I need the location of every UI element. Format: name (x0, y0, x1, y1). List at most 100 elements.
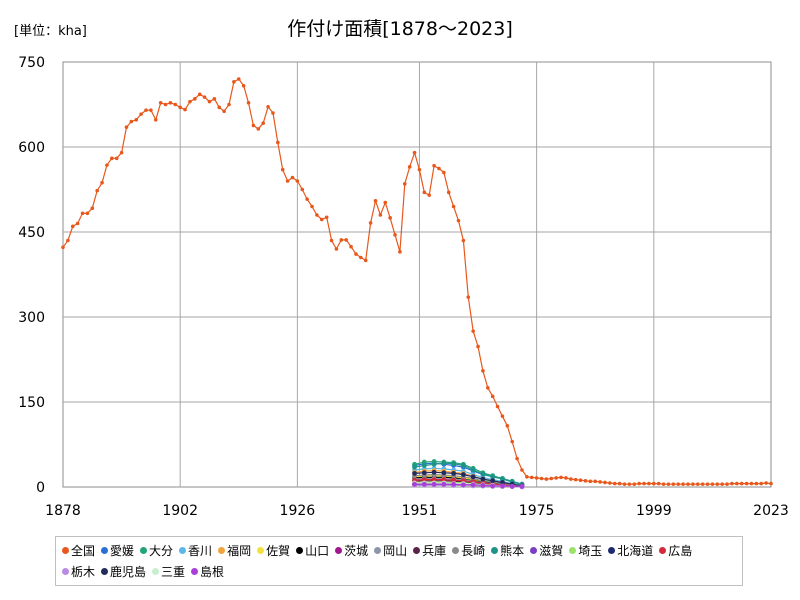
data-point (466, 295, 471, 299)
legend-marker (191, 568, 199, 575)
data-point (402, 182, 407, 186)
y-tick-label: 150 (18, 395, 45, 411)
legend-label: 兵庫 (422, 544, 447, 558)
legend-label: 福岡 (227, 544, 252, 558)
data-point (266, 104, 270, 109)
data-point (744, 481, 749, 486)
legend-marker (608, 547, 616, 554)
legend-item: 北海道 (608, 541, 653, 562)
data-point (612, 481, 617, 486)
data-point (114, 156, 119, 161)
data-point (617, 481, 622, 486)
data-point (124, 125, 129, 129)
data-point (90, 206, 95, 210)
legend-marker (530, 547, 538, 554)
legend-label: 佐賀 (266, 544, 291, 558)
data-point (421, 459, 427, 465)
data-point (421, 463, 427, 468)
legend-item: 埼玉 (569, 541, 602, 562)
legend-label: 三重 (161, 565, 186, 579)
data-point (451, 471, 457, 476)
data-point (431, 461, 437, 467)
data-point (460, 472, 466, 477)
chart-title: 作付け面積[1878～2023] (287, 18, 513, 40)
legend-item: 栃木 (62, 562, 95, 583)
data-point (480, 482, 486, 488)
data-point (710, 482, 715, 486)
data-point (256, 127, 261, 131)
data-point (461, 238, 466, 243)
data-point (622, 482, 627, 486)
data-point (490, 394, 495, 399)
data-point (421, 470, 427, 476)
data-point (285, 179, 290, 183)
data-point (217, 105, 222, 110)
data-point (222, 109, 226, 114)
data-point (134, 118, 139, 122)
legend-item: 島根 (191, 562, 224, 583)
data-point (632, 482, 637, 486)
data-point (412, 150, 417, 155)
legend-label: 北海道 (617, 544, 654, 558)
data-point (652, 481, 656, 486)
data-point (388, 216, 392, 220)
legend-label: 全国 (71, 544, 96, 558)
data-point (456, 218, 461, 223)
legend-marker (335, 547, 343, 554)
legend-label: 岡山 (383, 544, 408, 558)
data-point (412, 471, 417, 476)
x-tick-label: 1951 (402, 503, 438, 519)
data-point (676, 482, 681, 486)
data-point (363, 258, 368, 263)
data-point (460, 463, 466, 468)
data-point (759, 481, 764, 486)
data-point (686, 482, 690, 486)
legend-marker (140, 547, 148, 554)
data-point (500, 476, 505, 482)
legend-marker (569, 547, 577, 554)
x-tick-label: 1878 (45, 503, 81, 519)
legend-label: 熊本 (500, 544, 525, 558)
legend-marker (62, 568, 69, 575)
legend-marker (296, 547, 304, 554)
legend-item: 佐賀 (257, 541, 290, 562)
data-point (725, 482, 729, 486)
data-point (593, 479, 598, 484)
data-point (715, 482, 720, 486)
legend-item: 福岡 (218, 541, 251, 562)
legend-item: 熊本 (491, 541, 524, 562)
data-point (100, 180, 104, 185)
data-point (66, 238, 70, 243)
legend-item: 全国 (62, 541, 95, 562)
data-point (647, 481, 651, 486)
data-point (500, 480, 505, 485)
data-point (276, 140, 280, 145)
data-point (441, 470, 447, 476)
data-point (95, 188, 99, 193)
data-point (627, 482, 632, 486)
data-point (383, 200, 388, 205)
unit-label: [単位：kha] (14, 24, 87, 39)
data-point (290, 175, 295, 180)
data-point (583, 478, 588, 483)
legend-marker (374, 547, 382, 554)
data-point (129, 119, 134, 124)
data-point (319, 217, 324, 222)
legend-marker (62, 547, 69, 554)
data-point (163, 102, 168, 107)
legend-item: 香川 (179, 541, 212, 562)
data-point (378, 213, 383, 217)
data-point (329, 238, 334, 243)
data-point (656, 481, 661, 486)
x-tick-label: 1999 (636, 503, 672, 519)
data-point (505, 424, 510, 428)
data-point (460, 482, 466, 488)
legend-item: 長崎 (452, 541, 485, 562)
x-tick-label: 1902 (162, 503, 198, 519)
data-point (437, 166, 441, 171)
data-point (735, 481, 739, 486)
data-point (431, 477, 437, 483)
data-point (470, 474, 476, 480)
data-point (486, 386, 490, 390)
